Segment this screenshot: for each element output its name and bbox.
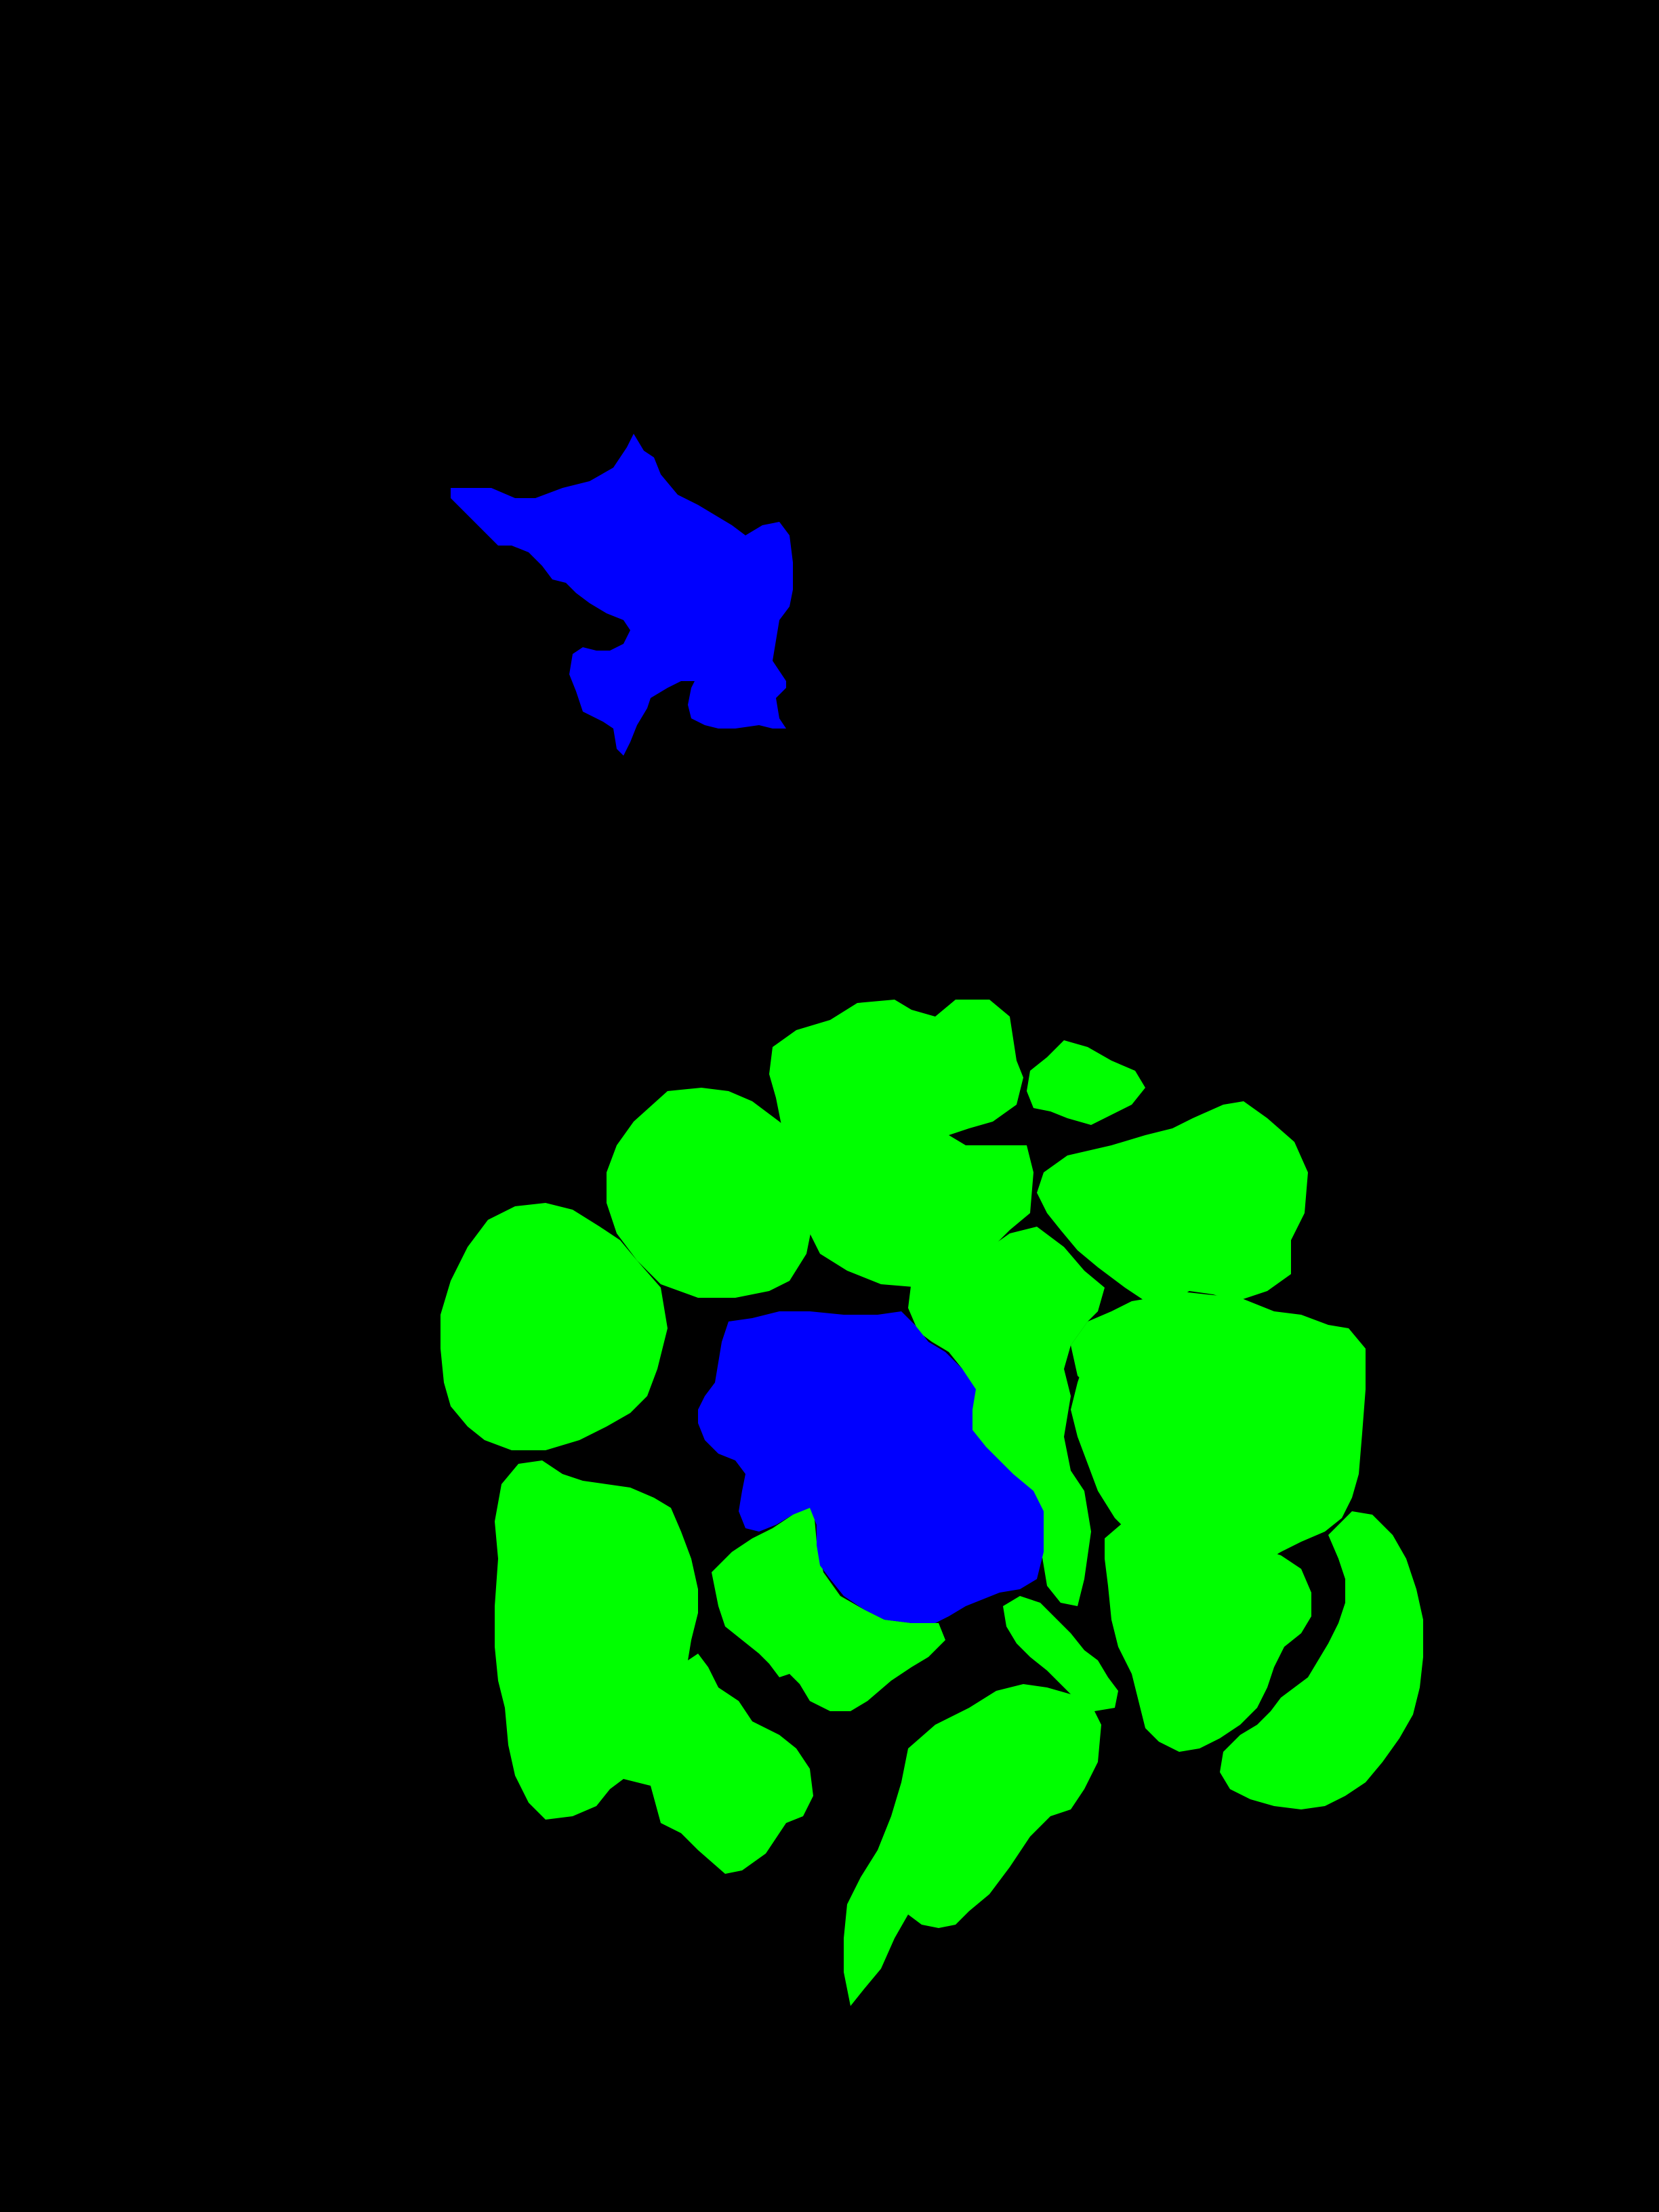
green-region-right-narrow <box>1071 1298 1183 1393</box>
green-region-upper-right <box>1037 1101 1308 1305</box>
green-region-lower-far-right <box>1220 1511 1423 1809</box>
green-region-right-large <box>1071 1291 1366 1569</box>
blue-region-central <box>698 1311 1044 1623</box>
green-regions <box>441 1000 1423 2006</box>
blue-regions <box>451 434 1044 1623</box>
green-region-lower-left <box>495 1460 813 1874</box>
green-region-top-center <box>769 1000 1033 1288</box>
green-region-upper-left-center <box>607 1088 817 1298</box>
green-region-left <box>441 1203 668 1450</box>
green-region-lower-right <box>1105 1518 1311 1752</box>
green-region-lower-sliver <box>1003 1596 1118 1711</box>
green-region-lower-center <box>712 1504 945 1711</box>
green-region-top-right-small <box>1027 1040 1145 1125</box>
blue-region-upper <box>451 434 793 756</box>
green-region-middle-right <box>908 1227 1105 1606</box>
green-region-lower-tail <box>844 1684 1101 2006</box>
